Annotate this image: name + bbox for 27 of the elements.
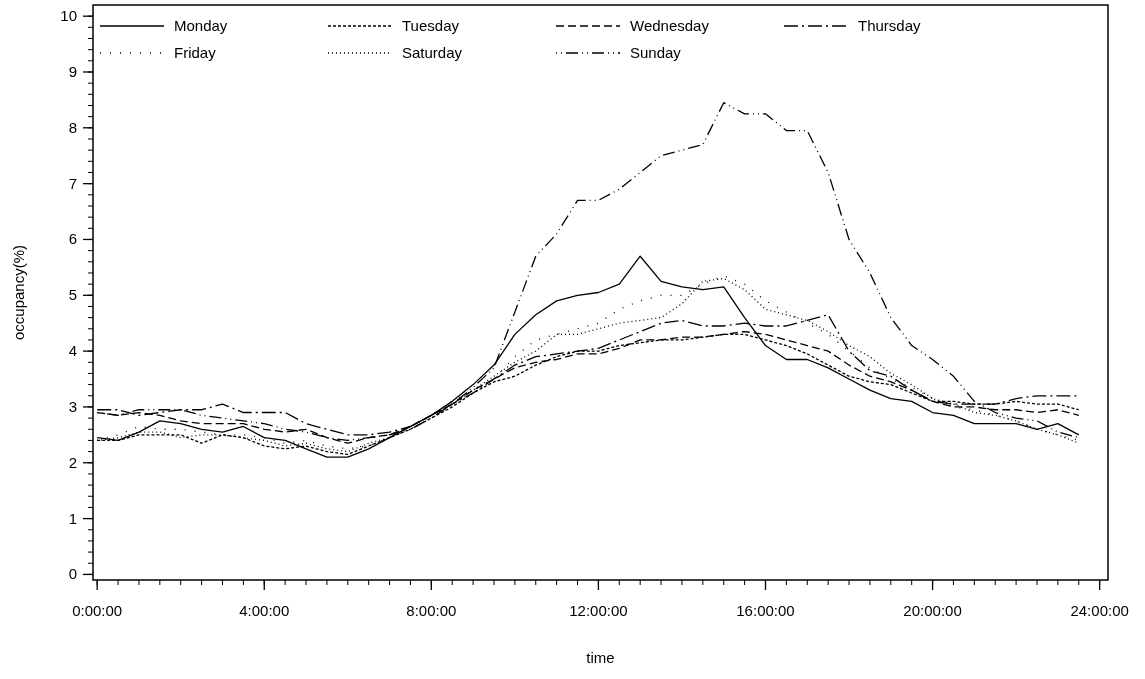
y-tick-label: 9	[68, 62, 77, 80]
legend-label: Saturday	[402, 44, 463, 61]
y-tick-label: 1	[68, 509, 77, 527]
x-tick-label: 12:00:00	[569, 602, 628, 619]
y-tick-label: 5	[68, 286, 77, 304]
legend-label: Tuesday	[402, 17, 460, 34]
y-tick-label: 4	[68, 342, 77, 360]
x-tick-label: 20:00:00	[903, 602, 962, 619]
legend-label: Monday	[174, 17, 228, 34]
y-tick-label: 6	[68, 230, 77, 248]
y-tick-label: 10	[60, 7, 77, 25]
x-tick-label: 24:00:00	[1070, 602, 1129, 619]
y-tick-label: 7	[68, 174, 77, 192]
legend-label: Thursday	[858, 17, 922, 34]
x-tick-label: 0:00:00	[72, 602, 123, 619]
y-axis-title: occupancy(%)	[10, 244, 27, 341]
x-tick-label: 8:00:00	[406, 602, 457, 619]
y-tick-label: 3	[68, 397, 77, 415]
y-tick-label: 0	[68, 565, 77, 583]
x-tick-label: 16:00:00	[736, 602, 795, 619]
y-tick-label: 2	[68, 453, 77, 471]
x-axis-title: time	[586, 649, 615, 666]
x-tick-label: 4:00:00	[239, 602, 290, 619]
legend-label: Wednesday	[630, 17, 710, 34]
y-tick-label: 8	[68, 118, 77, 136]
legend-label: Friday	[174, 44, 217, 61]
legend-label: Sunday	[630, 44, 682, 61]
